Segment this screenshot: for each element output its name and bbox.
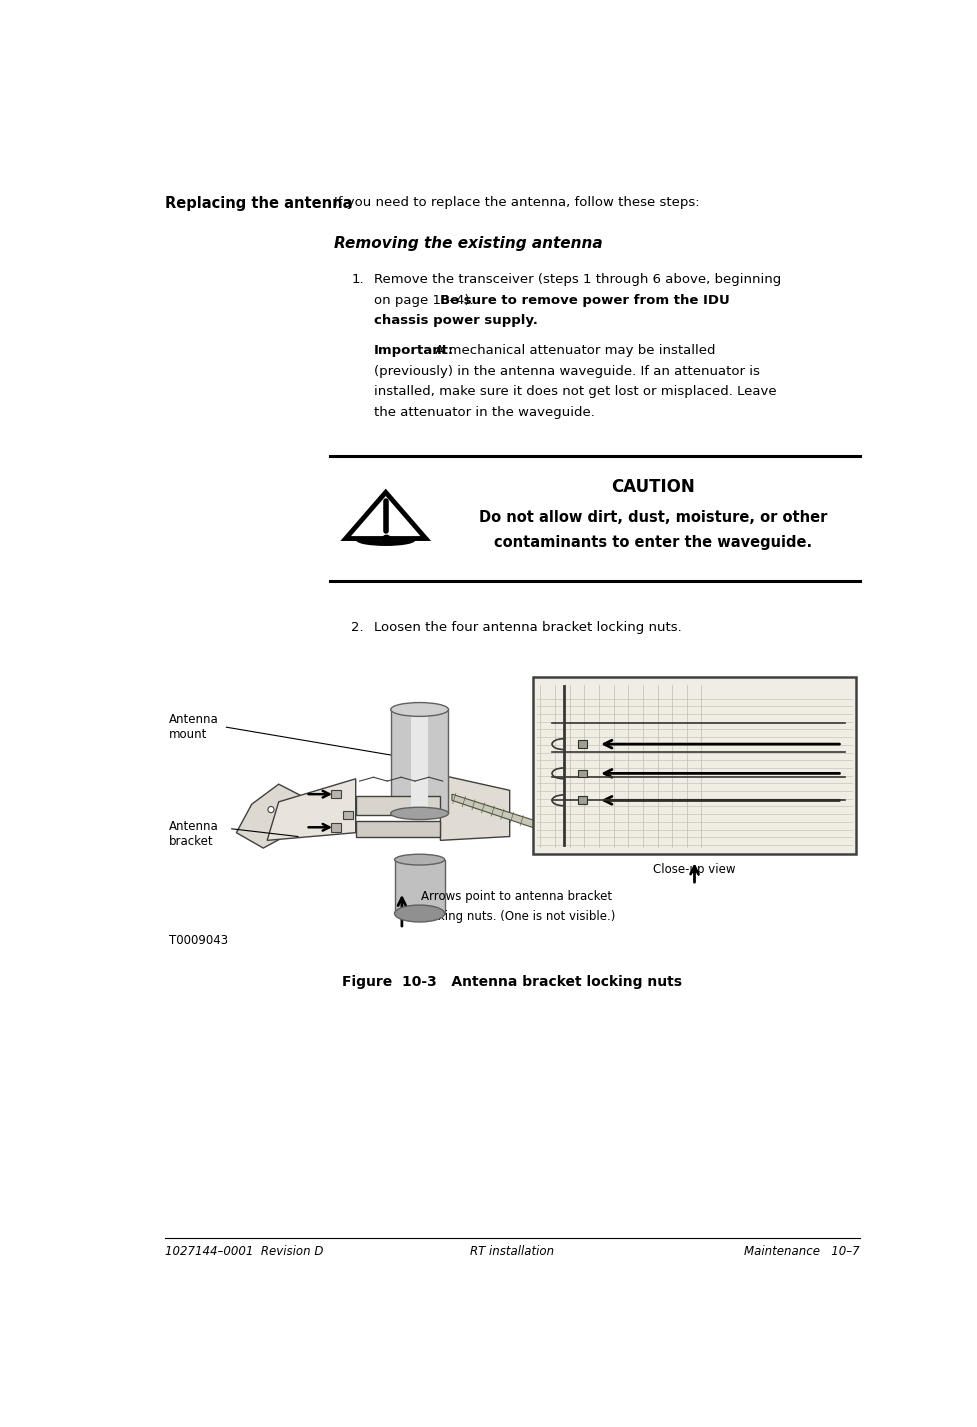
Text: locking nuts. (One is not visible.): locking nuts. (One is not visible.): [421, 909, 615, 923]
Text: RT installation: RT installation: [470, 1246, 554, 1259]
Ellipse shape: [391, 808, 448, 819]
Bar: [532, 678, 855, 855]
Polygon shape: [451, 795, 536, 829]
Bar: [331, 791, 341, 798]
Text: installed, make sure it does not get lost or misplaced. Leave: installed, make sure it does not get los…: [374, 385, 776, 398]
Polygon shape: [267, 779, 356, 841]
Text: Antenna
mount: Antenna mount: [168, 714, 218, 741]
Text: chassis power supply.: chassis power supply.: [374, 314, 537, 327]
Ellipse shape: [394, 855, 445, 865]
Bar: [394, 859, 445, 913]
Text: Figure  10-3   Antenna bracket locking nuts: Figure 10-3 Antenna bracket locking nuts: [342, 975, 682, 989]
Text: Antenna
bracket: Antenna bracket: [168, 819, 218, 848]
Text: 1.: 1.: [351, 273, 363, 285]
Text: Loosen the four antenna bracket locking nuts.: Loosen the four antenna bracket locking …: [374, 621, 681, 634]
Text: 1027144–0001  Revision D: 1027144–0001 Revision D: [164, 1246, 322, 1259]
Text: CAUTION: CAUTION: [611, 478, 694, 495]
Text: the attenuator in the waveguide.: the attenuator in the waveguide.: [374, 407, 594, 420]
Text: Close-up view: Close-up view: [653, 863, 735, 876]
Text: 2.: 2.: [351, 621, 363, 634]
Text: Be sure to remove power from the IDU: Be sure to remove power from the IDU: [440, 294, 730, 307]
Bar: [577, 769, 587, 778]
Bar: [331, 823, 341, 832]
Ellipse shape: [391, 702, 448, 716]
Text: Important:: Important:: [374, 344, 454, 357]
Text: If you need to replace the antenna, follow these steps:: If you need to replace the antenna, foll…: [334, 195, 700, 208]
Text: Remove the transceiver (steps 1 through 6 above, beginning: Remove the transceiver (steps 1 through …: [374, 273, 781, 285]
Text: (previously) in the antenna waveguide. If an attenuator is: (previously) in the antenna waveguide. I…: [374, 364, 759, 378]
Text: contaminants to enter the waveguide.: contaminants to enter the waveguide.: [493, 535, 811, 551]
Bar: [343, 811, 353, 819]
Text: Removing the existing antenna: Removing the existing antenna: [334, 235, 602, 251]
Text: Maintenance   10–7: Maintenance 10–7: [743, 1246, 859, 1259]
Bar: [410, 709, 428, 813]
Text: A mechanical attenuator may be installed: A mechanical attenuator may be installed: [431, 344, 715, 357]
Bar: [577, 796, 587, 805]
Polygon shape: [356, 796, 440, 815]
Polygon shape: [356, 821, 440, 836]
Polygon shape: [440, 775, 509, 841]
Ellipse shape: [268, 806, 274, 812]
Text: Replacing the antenna: Replacing the antenna: [164, 195, 352, 211]
Bar: [577, 741, 587, 748]
Polygon shape: [345, 492, 425, 538]
Bar: [391, 709, 448, 813]
Text: Do not allow dirt, dust, moisture, or other: Do not allow dirt, dust, moisture, or ot…: [478, 509, 827, 525]
Polygon shape: [236, 785, 306, 848]
Ellipse shape: [394, 905, 445, 922]
Text: on page 10–4).: on page 10–4).: [374, 294, 478, 307]
Text: T0009043: T0009043: [168, 933, 228, 946]
Text: Arrows point to antenna bracket: Arrows point to antenna bracket: [421, 890, 612, 903]
